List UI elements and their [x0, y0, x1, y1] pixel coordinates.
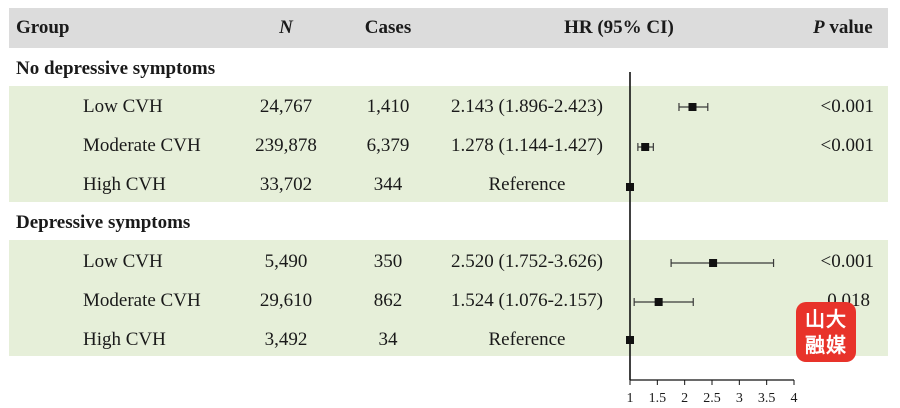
x-axis-tick-label: 3.5	[758, 391, 776, 406]
x-axis-tick-label: 1.5	[649, 391, 667, 406]
x-axis-tick-label: 1	[627, 391, 634, 406]
hr-marker	[626, 336, 634, 344]
x-axis-tick-label: 2.5	[703, 391, 721, 406]
hr-marker	[688, 103, 696, 111]
x-axis-tick-label: 4	[791, 391, 798, 406]
hr-marker	[709, 259, 717, 267]
x-axis-tick-label: 3	[736, 391, 743, 406]
x-axis-tick-label: 2	[681, 391, 688, 406]
watermark-logo: 山大融媒	[796, 302, 856, 362]
hr-marker	[626, 183, 634, 191]
hr-marker	[641, 143, 649, 151]
hr-marker	[655, 298, 663, 306]
